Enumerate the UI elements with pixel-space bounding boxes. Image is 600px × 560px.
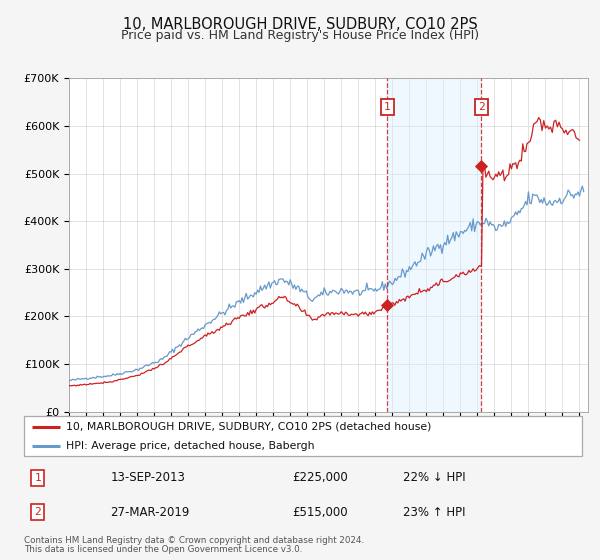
Text: 23% ↑ HPI: 23% ↑ HPI (403, 506, 466, 519)
Text: 10, MARLBOROUGH DRIVE, SUDBURY, CO10 2PS: 10, MARLBOROUGH DRIVE, SUDBURY, CO10 2PS (122, 17, 478, 32)
Text: £515,000: £515,000 (292, 506, 347, 519)
Text: 27-MAR-2019: 27-MAR-2019 (110, 506, 190, 519)
Bar (388, 78, 481, 412)
Text: 1: 1 (384, 102, 391, 112)
Text: 2: 2 (35, 507, 41, 517)
Text: £225,000: £225,000 (292, 472, 347, 484)
Text: 22% ↓ HPI: 22% ↓ HPI (403, 472, 466, 484)
Text: Price paid vs. HM Land Registry's House Price Index (HPI): Price paid vs. HM Land Registry's House … (121, 29, 479, 42)
Text: This data is licensed under the Open Government Licence v3.0.: This data is licensed under the Open Gov… (24, 545, 302, 554)
Text: HPI: Average price, detached house, Babergh: HPI: Average price, detached house, Babe… (66, 441, 314, 450)
Text: 13-SEP-2013: 13-SEP-2013 (110, 472, 185, 484)
Text: Contains HM Land Registry data © Crown copyright and database right 2024.: Contains HM Land Registry data © Crown c… (24, 536, 364, 545)
FancyBboxPatch shape (24, 416, 582, 456)
Text: 1: 1 (35, 473, 41, 483)
Text: 2: 2 (478, 102, 485, 112)
Text: 10, MARLBOROUGH DRIVE, SUDBURY, CO10 2PS (detached house): 10, MARLBOROUGH DRIVE, SUDBURY, CO10 2PS… (66, 422, 431, 432)
Point (476, 162, 486, 171)
Point (383, 300, 392, 309)
